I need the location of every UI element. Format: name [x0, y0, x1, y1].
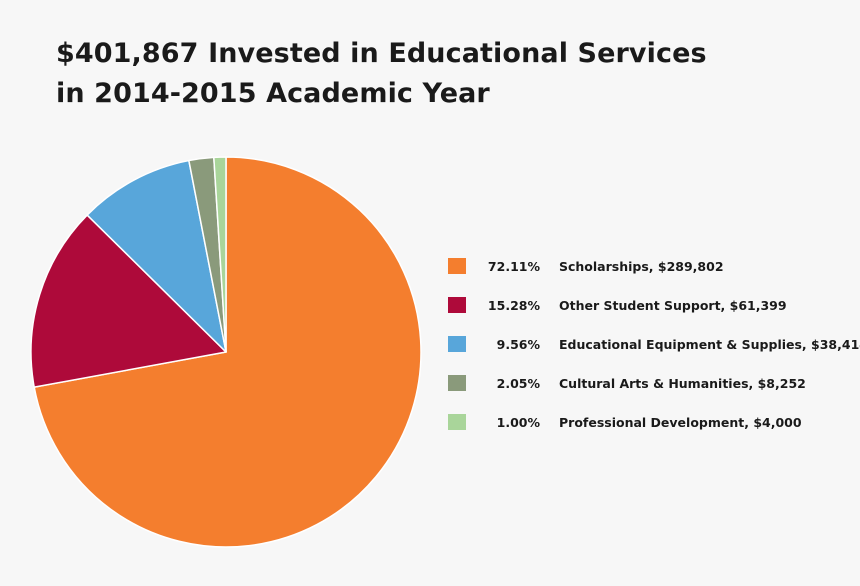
pie-slice-other-student-support	[30, 214, 227, 388]
legend-swatch-educational-equipment	[448, 336, 466, 352]
pie-slice-scholarships	[33, 156, 422, 548]
legend-label-educational-equipment: Educational Equipment & Supplies, $38,41…	[559, 337, 860, 352]
chart-title-line-1: $401,867 Invested in Educational Service…	[56, 38, 707, 69]
chart-title: $401,867 Invested in Educational Service…	[56, 34, 707, 114]
pie-slice-educational-equipment	[86, 159, 227, 353]
legend-percent-other-student-support: 15.28%	[487, 298, 540, 313]
legend-label-scholarships: Scholarships, $289,802	[559, 259, 724, 274]
legend-label-other-student-support: Other Student Support, $61,399	[559, 298, 787, 313]
legend-percent-cultural-arts: 2.05%	[496, 376, 540, 391]
legend-swatch-other-student-support	[448, 297, 466, 313]
legend-percent-scholarships: 72.11%	[487, 259, 540, 274]
legend-swatch-professional-development	[448, 414, 466, 430]
legend-label-cultural-arts: Cultural Arts & Humanities, $8,252	[559, 376, 806, 391]
legend-percent-educational-equipment: 9.56%	[496, 337, 540, 352]
legend-label-professional-development: Professional Development, $4,000	[559, 415, 802, 430]
legend-swatch-cultural-arts	[448, 375, 466, 391]
chart-title-line-2: in 2014-2015 Academic Year	[56, 78, 490, 109]
legend-swatch-scholarships	[448, 258, 466, 274]
pie-slice-professional-development	[213, 156, 227, 353]
legend-percent-professional-development: 1.00%	[496, 415, 540, 430]
